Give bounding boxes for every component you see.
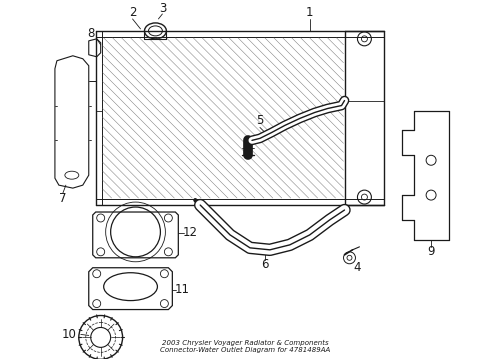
Text: 1: 1: [305, 6, 313, 19]
Text: 12: 12: [183, 226, 197, 239]
Text: 10: 10: [61, 328, 76, 341]
Text: 4: 4: [353, 261, 361, 274]
Text: 7: 7: [59, 192, 66, 204]
Text: 6: 6: [261, 258, 268, 271]
Text: 2: 2: [128, 6, 136, 19]
Text: 2003 Chrysler Voyager Radiator & Components
Connector-Water Outlet Diagram for 4: 2003 Chrysler Voyager Radiator & Compone…: [160, 340, 329, 353]
Text: 3: 3: [159, 3, 166, 15]
Text: 11: 11: [174, 283, 189, 296]
Text: 5: 5: [256, 114, 263, 127]
Text: 8: 8: [87, 27, 94, 40]
Text: 9: 9: [427, 245, 434, 258]
